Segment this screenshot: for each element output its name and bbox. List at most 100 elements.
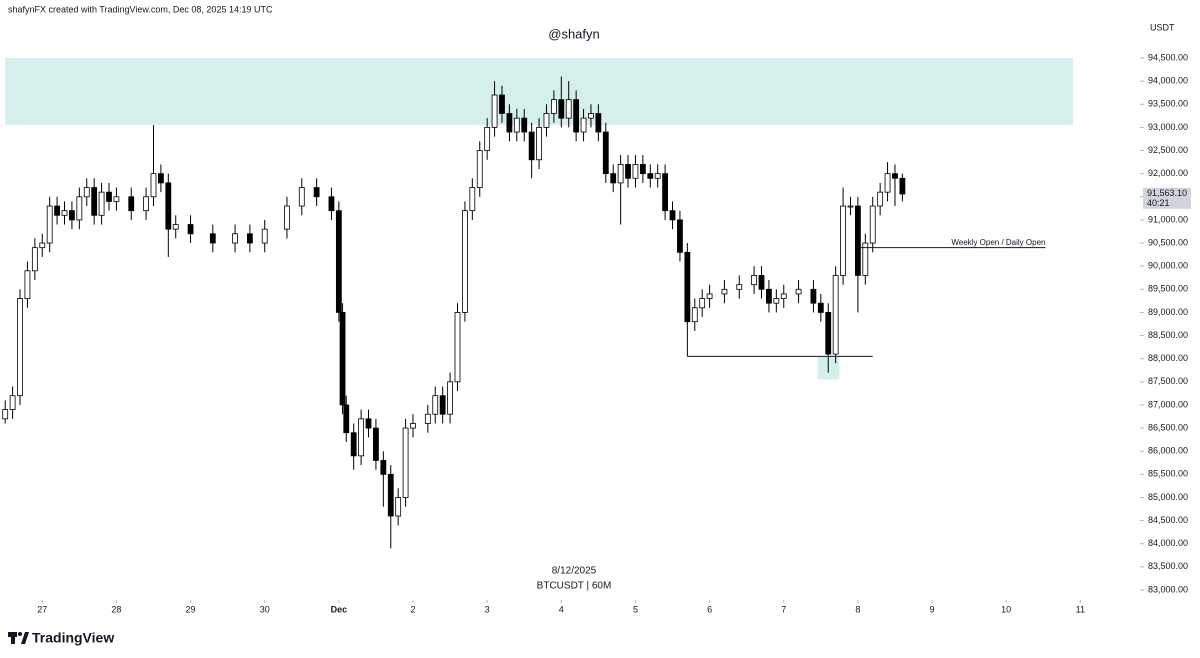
candle-body [536, 126, 542, 161]
y-tick-label: 83,500.00 [1148, 561, 1188, 571]
candle-body [380, 460, 387, 475]
candle-body [410, 423, 416, 429]
x-tick-label: 27 [37, 604, 47, 614]
candle-body [31, 247, 38, 272]
x-tick-label: 7 [781, 604, 786, 614]
x-tick-label: 28 [111, 604, 121, 614]
candle-body [877, 191, 884, 207]
candle-body [751, 275, 757, 286]
candle-body [892, 173, 898, 179]
last-price-label: 91,563.10 [1147, 188, 1187, 198]
candle-body [632, 164, 639, 179]
candle-body [677, 219, 683, 253]
y-tick-label: 93,500.00 [1148, 99, 1188, 109]
candle-body [17, 298, 23, 397]
y-tick-label: 94,500.00 [1148, 52, 1188, 62]
candle-body [654, 173, 661, 179]
candle-body [550, 99, 557, 114]
logo-shape [11, 632, 15, 644]
x-tick-label: 2 [410, 604, 415, 614]
candle-body [558, 99, 565, 119]
brand-logo [8, 632, 29, 644]
candle-body [469, 187, 476, 212]
candle-body [795, 288, 802, 295]
candle-body [9, 395, 16, 410]
y-tick-label: 87,500.00 [1148, 376, 1188, 386]
candle-body [387, 473, 394, 517]
candle-body [328, 196, 335, 212]
candle-body [854, 205, 861, 276]
candle-body [565, 99, 572, 119]
y-tick-label: 88,000.00 [1148, 353, 1188, 363]
candle-body [639, 164, 646, 175]
candle-body [602, 131, 609, 175]
candle-body [884, 173, 891, 193]
candle-body [298, 187, 305, 207]
candle-body [432, 395, 439, 415]
candle-body [595, 113, 602, 133]
candle-body [766, 288, 772, 304]
candle-body [869, 205, 876, 244]
x-tick-label: 8 [855, 604, 860, 614]
candle-body [513, 117, 520, 133]
candle-body [521, 117, 528, 133]
candle-body [825, 312, 832, 355]
x-tick-label: Dec [331, 604, 348, 614]
candle-body [365, 418, 372, 429]
candle-body [158, 173, 164, 184]
y-tick-label: 84,000.00 [1148, 538, 1188, 548]
y-tick-label: 86,500.00 [1148, 422, 1188, 432]
y-tick-label: 85,000.00 [1148, 492, 1188, 502]
date-label: 8/12/2025 [552, 566, 597, 577]
candle-body [172, 224, 179, 230]
candle-body [691, 307, 698, 323]
candle-body [424, 413, 431, 424]
candle-body [810, 288, 817, 304]
candle-body [899, 177, 906, 195]
y-tick-label: 86,000.00 [1148, 446, 1188, 456]
candle-body [232, 233, 238, 244]
candle-body [395, 497, 402, 517]
header: shafynFX created with TradingView.com, D… [8, 4, 273, 14]
y-tick-label: 91,000.00 [1148, 214, 1188, 224]
candle-body [528, 131, 535, 161]
y-tick-label: 90,500.00 [1148, 237, 1188, 247]
candle-body [83, 187, 90, 198]
watermark: @shafyn [548, 26, 600, 41]
candle-body [573, 99, 580, 133]
candle-body [462, 210, 468, 313]
y-tick-label: 89,000.00 [1148, 307, 1188, 317]
x-tick-label: 3 [485, 604, 490, 614]
candle-body [491, 94, 498, 128]
candle-body [209, 233, 216, 244]
candle-body [128, 196, 135, 212]
candle-body [284, 205, 290, 230]
candle-body [758, 275, 765, 290]
y-tick-label: 84,500.00 [1148, 515, 1188, 525]
y-tick-label: 83,000.00 [1148, 584, 1188, 594]
candle-body [684, 251, 691, 323]
candle-body [476, 150, 483, 188]
candle-body [69, 210, 75, 221]
candle-body [580, 117, 587, 133]
x-tick-label: 4 [559, 604, 564, 614]
candle-body [2, 409, 9, 420]
candle-body [832, 275, 839, 355]
candle-body [847, 205, 854, 208]
y-tick-label: 94,000.00 [1148, 76, 1188, 86]
y-tick-label: 89,500.00 [1148, 284, 1188, 294]
candle-body [647, 173, 654, 179]
candle-body [246, 233, 253, 244]
candle-body [439, 395, 446, 415]
currency: USDT [1150, 22, 1175, 32]
candle-body [39, 242, 46, 249]
symbol-label: BTCUSDT | 60M [537, 581, 612, 592]
candle-body [91, 187, 98, 216]
candle-body [61, 210, 68, 216]
candle-body [113, 196, 120, 202]
candle-body [773, 298, 780, 304]
candle-body [736, 284, 743, 290]
candle-body [484, 126, 491, 151]
x-tick-label: 30 [260, 604, 270, 614]
